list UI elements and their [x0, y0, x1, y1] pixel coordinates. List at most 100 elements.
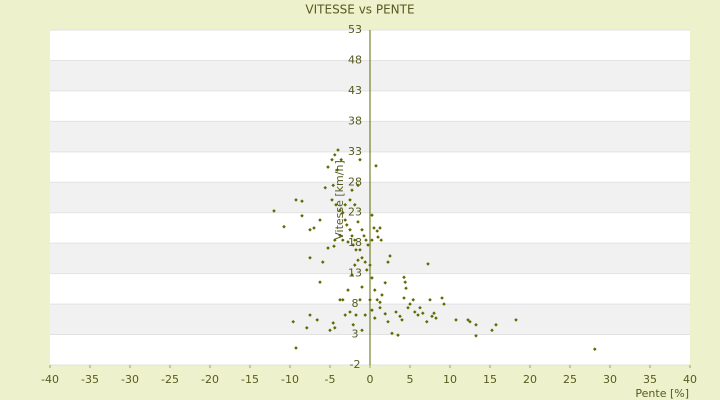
point [345, 223, 349, 227]
point [343, 218, 347, 222]
point [404, 286, 408, 291]
x-tick-label: 25 [563, 373, 577, 386]
point [468, 319, 472, 324]
x-tick-label: -35 [81, 373, 99, 386]
x-tick-label: 10 [443, 373, 457, 386]
point [332, 244, 336, 249]
point [514, 318, 518, 322]
point [400, 318, 404, 322]
x-tick-label: 5 [407, 373, 414, 386]
y-tick-label: 8 [352, 297, 359, 310]
point [343, 203, 347, 207]
point [348, 227, 352, 232]
point [425, 319, 429, 324]
point [318, 218, 322, 222]
point [334, 203, 338, 207]
point [380, 293, 384, 297]
y-tick-label: 38 [348, 114, 362, 127]
point [373, 316, 377, 320]
point [426, 262, 430, 266]
y-tick-label: 13 [348, 267, 362, 280]
y-tick-label: -2 [350, 358, 361, 371]
point [390, 331, 394, 336]
point [326, 246, 330, 250]
y-tick-label: 3 [352, 328, 359, 341]
point [321, 260, 325, 264]
y-tick-label: 48 [348, 53, 362, 66]
point [333, 153, 337, 157]
point [408, 302, 412, 306]
point [354, 313, 358, 317]
point [434, 316, 438, 320]
point [388, 254, 392, 258]
point [494, 323, 498, 327]
point [366, 243, 370, 247]
point [376, 235, 380, 239]
point [379, 238, 383, 242]
point [358, 157, 362, 162]
point [430, 314, 434, 319]
point [331, 321, 335, 325]
point [360, 256, 364, 260]
x-tick-label: 20 [523, 373, 537, 386]
point [403, 280, 407, 284]
x-tick-label: -40 [41, 373, 59, 386]
grid [49, 29, 691, 368]
x-tick-label: -5 [325, 373, 336, 386]
x-tick-label: -20 [201, 373, 219, 386]
point [442, 302, 446, 306]
point [370, 276, 374, 280]
point [416, 313, 420, 317]
point [308, 227, 312, 232]
x-tick-label: -10 [281, 373, 299, 386]
point [272, 209, 276, 213]
x-tick-label: 35 [643, 373, 657, 386]
point [375, 298, 379, 302]
point [356, 258, 360, 263]
point [364, 238, 368, 242]
point [440, 296, 444, 300]
point [338, 233, 342, 238]
point [428, 298, 432, 302]
point [411, 298, 415, 302]
point [593, 347, 597, 351]
point [354, 248, 358, 252]
point [383, 280, 387, 285]
point [432, 311, 436, 316]
point [360, 328, 364, 333]
point [308, 256, 312, 260]
y-tick-label: 18 [348, 236, 362, 249]
point [370, 238, 374, 242]
point [363, 260, 367, 264]
point [375, 229, 379, 233]
point [294, 198, 298, 202]
point [315, 318, 319, 322]
y-tick-label: 33 [348, 145, 362, 158]
point [333, 238, 337, 242]
point [294, 346, 298, 350]
y-tick-label: 23 [348, 206, 362, 219]
point [336, 148, 340, 152]
point [368, 263, 372, 267]
y-tick-label: 28 [348, 175, 362, 188]
point [323, 185, 327, 190]
point [353, 263, 357, 267]
point [373, 288, 377, 292]
x-tick-label: 40 [683, 373, 697, 386]
chart-title: VITESSE vs PENTE [305, 3, 414, 17]
point [378, 226, 382, 230]
point [360, 285, 364, 289]
point [350, 234, 354, 238]
point [372, 226, 376, 230]
point [330, 157, 334, 162]
point [374, 164, 378, 168]
point [282, 224, 286, 229]
point [413, 310, 417, 314]
point [402, 296, 406, 300]
point [346, 288, 350, 292]
point [331, 183, 335, 188]
point [333, 326, 337, 330]
point [406, 305, 410, 310]
